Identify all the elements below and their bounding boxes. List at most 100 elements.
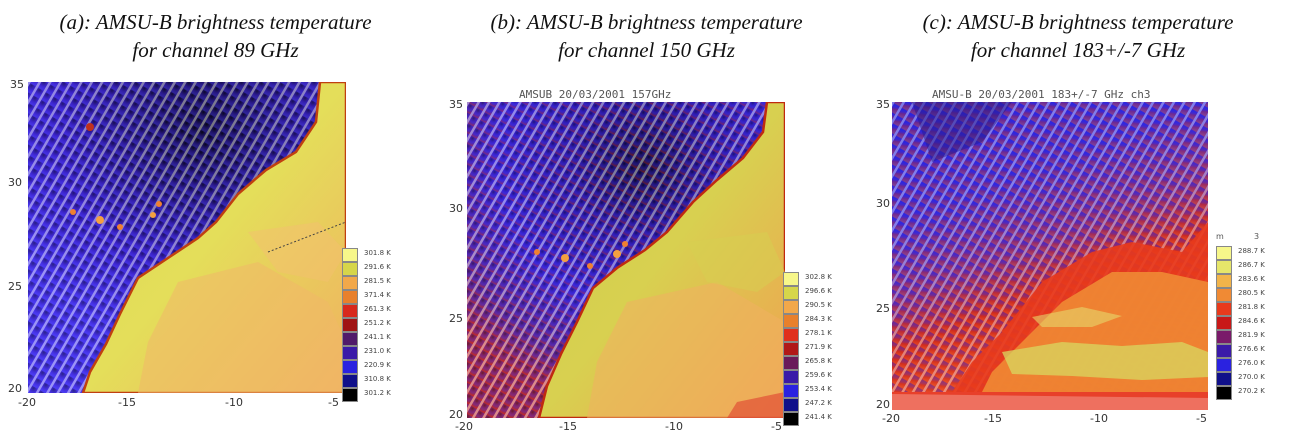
panel-a-ytick: 25 bbox=[8, 280, 22, 293]
legend-entry: 284.6 K bbox=[1216, 316, 1294, 330]
panel-a-ytick: 30 bbox=[8, 176, 22, 189]
legend-swatch bbox=[1216, 260, 1232, 274]
figure-panel-a: (a): AMSU-B brightness temperature for c… bbox=[0, 0, 431, 436]
panel-a-xtick: -20 bbox=[18, 396, 36, 409]
panel-a-xtick: -5 bbox=[328, 396, 339, 409]
legend-swatch bbox=[342, 360, 358, 374]
legend-entry: 296.6 K bbox=[783, 286, 863, 300]
legend-label: 288.7 K bbox=[1238, 247, 1265, 255]
panel-b-plot-title: AMSUB 20/03/2001 157GHz bbox=[519, 88, 672, 101]
legend-swatch bbox=[342, 304, 358, 318]
legend-swatch bbox=[783, 356, 799, 370]
legend-entry: 288.7 K bbox=[1216, 246, 1294, 260]
legend-label: 296.6 K bbox=[805, 287, 832, 295]
legend-entry: 241.1 K bbox=[342, 332, 422, 346]
legend-label: 251.2 K bbox=[364, 319, 391, 327]
panel-b-ytick: 20 bbox=[449, 408, 463, 421]
legend-label: 291.6 K bbox=[364, 263, 391, 271]
legend-entry: 265.8 K bbox=[783, 356, 863, 370]
legend-swatch bbox=[1216, 344, 1232, 358]
legend-entry: 271.9 K bbox=[783, 342, 863, 356]
legend-swatch bbox=[1216, 358, 1232, 372]
panel-c-ytick: 25 bbox=[876, 302, 890, 315]
panel-a-ytick: 20 bbox=[8, 382, 22, 395]
legend-swatch bbox=[1216, 372, 1232, 386]
legend-swatch bbox=[1216, 246, 1232, 260]
legend-entry: 247.2 K bbox=[783, 398, 863, 412]
panel-c-ytick: 35 bbox=[876, 98, 890, 111]
legend-label: 270.2 K bbox=[1238, 387, 1265, 395]
legend-label: 247.2 K bbox=[805, 399, 832, 407]
panel-b-ytick: 35 bbox=[449, 98, 463, 111]
legend-label: 220.9 K bbox=[364, 361, 391, 369]
legend-entry: 284.3 K bbox=[783, 314, 863, 328]
panel-b-xtick: -20 bbox=[455, 420, 473, 433]
panel-a-caption-line1: (a): AMSU-B brightness temperature bbox=[59, 10, 372, 34]
legend-label: 241.4 K bbox=[805, 413, 832, 421]
panel-c-caption: (c): AMSU-B brightness temperature for c… bbox=[862, 8, 1294, 64]
legend-entry: 253.4 K bbox=[783, 384, 863, 398]
legend-entry: 270.0 K bbox=[1216, 372, 1294, 386]
legend-label: 290.5 K bbox=[805, 301, 832, 309]
panel-c-xtick: -5 bbox=[1196, 412, 1207, 425]
legend-swatch bbox=[783, 300, 799, 314]
legend-entry: 231.0 K bbox=[342, 346, 422, 360]
legend-swatch bbox=[342, 276, 358, 290]
legend-label: 283.6 K bbox=[1238, 275, 1265, 283]
panel-b-colorbar-legend: 302.8 K 296.6 K 290.5 K 284.3 K 278.1 K 271.9… bbox=[783, 272, 863, 432]
legend-label: 284.6 K bbox=[1238, 317, 1265, 325]
legend-swatch bbox=[1216, 288, 1232, 302]
legend-entry: 286.7 K bbox=[1216, 260, 1294, 274]
legend-swatch bbox=[1216, 330, 1232, 344]
legend-swatch bbox=[1216, 274, 1232, 288]
legend-swatch bbox=[342, 262, 358, 276]
legend-label: 310.8 K bbox=[364, 375, 391, 383]
legend-label: 302.8 K bbox=[805, 273, 832, 281]
legend-label: 286.7 K bbox=[1238, 261, 1265, 269]
legend-entry: 278.1 K bbox=[783, 328, 863, 342]
legend-label: 265.8 K bbox=[805, 357, 832, 365]
legend-label: 371.4 K bbox=[364, 291, 391, 299]
legend-swatch bbox=[783, 328, 799, 342]
legend-label: 281.8 K bbox=[1238, 303, 1265, 311]
legend-label: 241.1 K bbox=[364, 333, 391, 341]
panel-a-caption: (a): AMSU-B brightness temperature for c… bbox=[0, 8, 431, 64]
legend-entry: 290.5 K bbox=[783, 300, 863, 314]
legend-label: 276.0 K bbox=[1238, 359, 1265, 367]
legend-entry: 241.4 K bbox=[783, 412, 863, 426]
legend-entry: 270.2 K bbox=[1216, 386, 1294, 400]
panel-a-xtick: -10 bbox=[225, 396, 243, 409]
legend-entry: 301.8 K bbox=[342, 248, 422, 262]
legend-entry: 251.2 K bbox=[342, 318, 422, 332]
legend-entry: 291.6 K bbox=[342, 262, 422, 276]
panel-a-map-image bbox=[28, 82, 346, 393]
legend-entry: 371.4 K bbox=[342, 290, 422, 304]
legend-label: 280.5 K bbox=[1238, 289, 1265, 297]
panel-c-xtick: -15 bbox=[984, 412, 1002, 425]
legend-swatch bbox=[783, 370, 799, 384]
legend-swatch bbox=[342, 318, 358, 332]
legend-entry: 261.3 K bbox=[342, 304, 422, 318]
legend-entry: 302.8 K bbox=[783, 272, 863, 286]
legend-label: 281.5 K bbox=[364, 277, 391, 285]
legend-swatch bbox=[783, 314, 799, 328]
legend-label: 261.3 K bbox=[364, 305, 391, 313]
figure-panel-c: (c): AMSU-B brightness temperature for c… bbox=[862, 0, 1294, 436]
legend-swatch bbox=[342, 374, 358, 388]
panel-c-xtick: -20 bbox=[882, 412, 900, 425]
legend-swatch bbox=[342, 290, 358, 304]
panel-b-ytick: 30 bbox=[449, 202, 463, 215]
legend-label: 276.6 K bbox=[1238, 345, 1265, 353]
panel-b-xtick: -5 bbox=[771, 420, 782, 433]
figure-panel-b: (b): AMSU-B brightness temperature for c… bbox=[431, 0, 862, 436]
legend-swatch bbox=[342, 346, 358, 360]
legend-swatch bbox=[342, 248, 358, 262]
legend-swatch bbox=[342, 332, 358, 346]
legend-entry: 281.5 K bbox=[342, 276, 422, 290]
legend-label: 271.9 K bbox=[805, 343, 832, 351]
panel-b-caption-line1: (b): AMSU-B brightness temperature bbox=[490, 10, 803, 34]
legend-swatch bbox=[783, 398, 799, 412]
legend-swatch bbox=[1216, 302, 1232, 316]
panel-c-colorbar-legend: 288.7 K 286.7 K 283.6 K 280.5 K 281.8 K 284.6… bbox=[1216, 246, 1294, 406]
legend-entry: 281.8 K bbox=[1216, 302, 1294, 316]
